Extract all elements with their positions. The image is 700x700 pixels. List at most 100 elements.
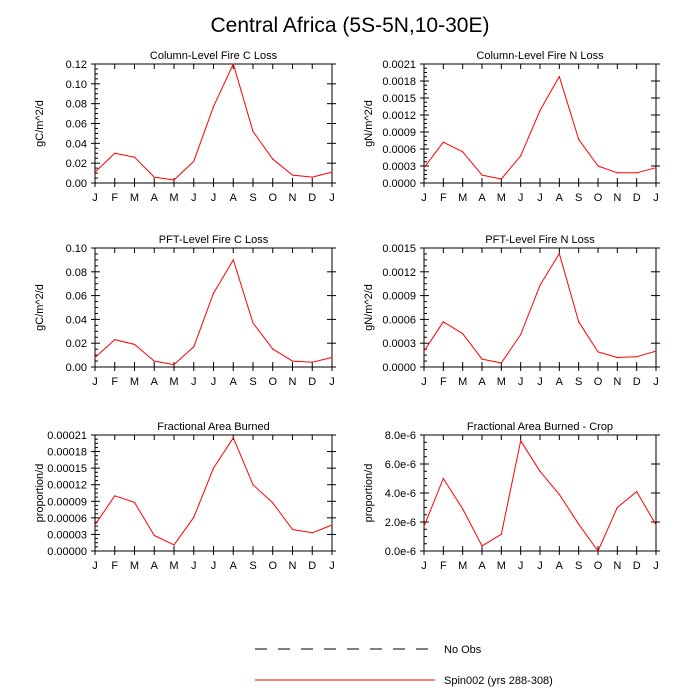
data-point [558,75,560,78]
data-point [311,176,313,178]
y-tick-label: 8.0e-6 [385,430,416,442]
data-point [655,524,657,526]
y-axis-label: gN/m^2/d [363,284,375,331]
x-tick-label: A [151,192,159,204]
data-point [655,167,657,169]
data-point [616,356,618,359]
y-axis-label: proportion/d [34,464,46,523]
data-point [252,322,254,324]
data-point [272,502,274,504]
data-point [153,360,155,362]
data-point [442,141,444,143]
data-point [153,534,155,537]
x-tick-label: A [478,376,486,388]
y-tick-label: 0.0000 [382,362,416,374]
y-tick-label: 0.00015 [47,463,87,475]
x-tick-label: A [151,376,159,388]
y-axis-label: gN/m^2/d [363,100,375,147]
x-tick-label: S [575,376,582,388]
x-tick-label: O [268,560,277,572]
x-tick-label: M [169,376,178,388]
x-tick-label: J [518,192,524,204]
data-point [252,484,254,486]
plot-frame [423,63,657,184]
x-tick-label: J [211,192,217,204]
x-tick-label: M [169,192,178,204]
panel-title: PFT-Level Fire C Loss [159,234,269,246]
x-tick-label: A [230,376,238,388]
x-tick-label: D [308,560,316,572]
y-tick-label: 0.04 [66,314,87,326]
x-tick-label: J [329,560,335,572]
data-point [291,174,294,176]
data-point [272,158,274,160]
panel-title: Fractional Area Burned [157,421,270,433]
data-point [597,550,599,552]
x-tick-label: N [613,376,621,388]
y-tick-label: 0.06 [66,291,87,303]
data-point [193,516,195,518]
x-tick-label: S [249,560,256,572]
y-tick-label: 0.10 [66,243,87,255]
x-tick-label: J [211,560,217,572]
y-tick-label: 0.08 [66,99,87,111]
x-tick-label: M [130,192,139,204]
data-point [442,477,444,480]
data-point [558,493,560,496]
data-point [173,544,175,546]
data-point [578,523,580,525]
series-line-spin002 [94,63,333,181]
y-tick-label: 0.0018 [382,76,416,88]
data-point [520,333,522,336]
data-point [442,321,444,323]
x-tick-label: O [594,376,603,388]
plot-frame [94,63,333,184]
data-point [539,470,541,472]
data-point [636,490,638,493]
x-tick-label: F [440,560,447,572]
series-line-spin002 [94,437,333,546]
x-tick-label: N [289,192,297,204]
data-point [114,339,116,341]
data-point [616,506,618,509]
y-tick-label: 4.0e-6 [385,488,416,500]
x-tick-label: M [458,560,467,572]
x-tick-label: M [130,376,139,388]
y-tick-label: 0.00003 [47,529,87,541]
data-point [597,165,599,167]
x-tick-label: A [478,560,486,572]
data-point [291,528,294,531]
data-point [500,362,502,364]
data-point [94,356,96,359]
x-tick-label: O [268,192,277,204]
data-point [114,152,116,154]
data-point [539,284,541,286]
data-point [423,350,425,352]
x-tick-label: S [575,192,582,204]
x-tick-label: O [268,376,277,388]
data-point [173,364,175,366]
y-tick-label: 0.00018 [47,447,87,459]
x-tick-label: D [633,376,641,388]
x-tick-label: M [497,192,506,204]
panel-title: Column-Level Fire C Loss [150,50,278,62]
data-point [114,495,116,497]
y-tick-label: 0.08 [66,267,87,279]
x-tick-label: J [518,376,524,388]
x-tick-label: F [111,376,118,388]
y-tick-label: 0.0009 [382,127,416,139]
data-point [616,172,618,174]
data-point [462,333,464,335]
y-tick-label: 0.0021 [382,59,416,71]
y-tick-label: 0.0015 [382,93,416,105]
data-point [655,350,657,352]
data-point [133,501,136,503]
x-tick-label: J [92,560,98,572]
y-tick-label: 0.00012 [47,480,87,492]
data-point [331,356,333,359]
x-tick-label: J [537,192,543,204]
data-point [578,138,580,140]
